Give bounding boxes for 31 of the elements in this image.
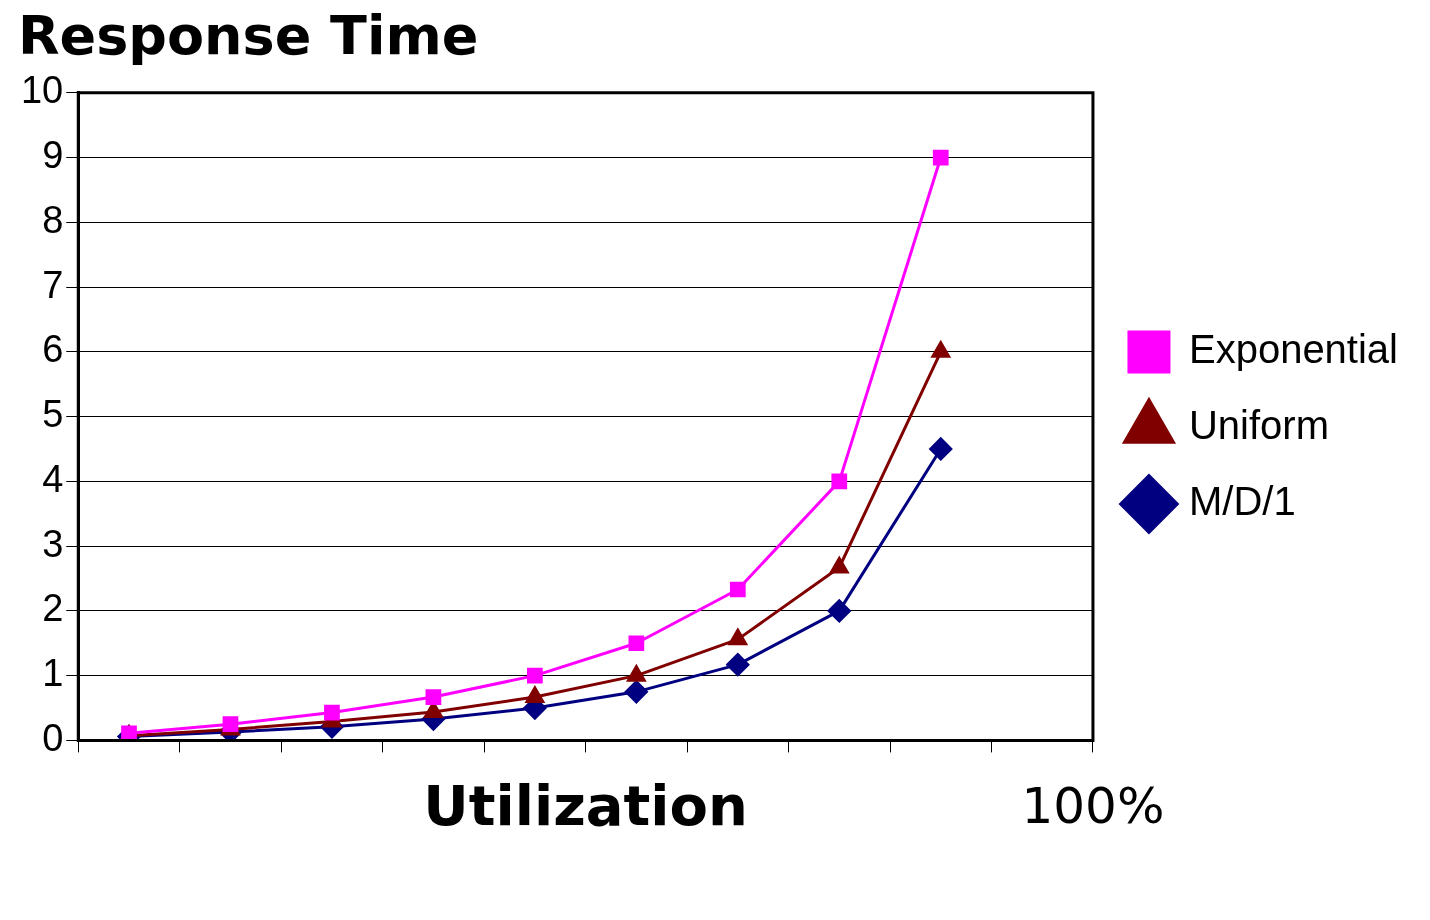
point [831, 473, 848, 490]
point [425, 689, 442, 705]
point [728, 628, 748, 646]
y-tick-label: 10 [20, 69, 64, 112]
y-tick-label: 7 [42, 263, 64, 306]
y-tick-label: 4 [42, 457, 64, 500]
point [929, 437, 953, 461]
point [827, 599, 851, 623]
y-tick-label: 0 [42, 716, 64, 759]
point [527, 667, 543, 684]
point [627, 665, 646, 682]
y-tick-label: 2 [42, 587, 64, 630]
chart-title: Response Time [18, 4, 479, 68]
text: 100% [1021, 777, 1165, 836]
legend-label: Exponential [1188, 327, 1398, 372]
y-tick-label: 3 [42, 522, 64, 565]
y-tick-label: 5 [42, 393, 64, 436]
point [729, 581, 746, 598]
point [624, 680, 648, 704]
legend-label: M/D/1 [1188, 479, 1296, 524]
point [525, 686, 545, 704]
x-axis-title: Utilization [423, 772, 748, 838]
point [932, 149, 949, 166]
y-tick-label: 1 [42, 652, 64, 695]
y-tick-label: 6 [42, 328, 64, 371]
point [324, 704, 340, 721]
point [628, 635, 645, 652]
point [726, 653, 750, 677]
y-tick-label: 8 [42, 198, 64, 241]
y-tick-label: 9 [42, 134, 64, 177]
legend-label: Uniform [1188, 403, 1329, 448]
